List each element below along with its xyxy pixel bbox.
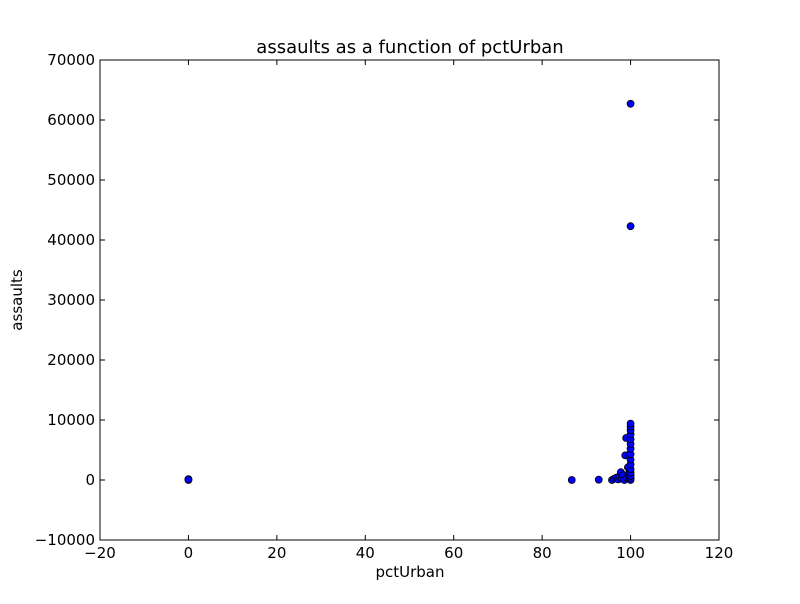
- y-tick-label: 60000: [47, 111, 95, 129]
- y-tick-label: 40000: [47, 231, 95, 249]
- x-tick-label: 80: [533, 544, 552, 562]
- y-tick-label: 10000: [47, 411, 95, 429]
- plot-area: [99, 59, 720, 541]
- x-axis-label: pctUrban: [375, 563, 444, 581]
- axis-ticks: −20 0 20 40 60 80 100 120 −10000 0 10000 20000 30000…: [35, 51, 734, 562]
- data-point: [594, 475, 603, 484]
- y-tick-label: 70000: [47, 51, 95, 69]
- x-tick-label: 20: [267, 544, 286, 562]
- y-tick-label: −10000: [35, 531, 95, 549]
- data-points: [184, 99, 635, 484]
- y-axis-label: assaults: [8, 269, 26, 331]
- chart-title: assaults as a function of pctUrban: [256, 37, 563, 58]
- y-tick-label: 20000: [47, 351, 95, 369]
- data-point: [626, 99, 635, 108]
- y-tick-label: 50000: [47, 171, 95, 189]
- y-tick-label: 0: [85, 471, 95, 489]
- y-tick-label: 30000: [47, 291, 95, 309]
- x-tick-label: 60: [444, 544, 463, 562]
- data-point: [626, 419, 635, 428]
- data-point: [184, 475, 193, 484]
- x-tick-label: 40: [356, 544, 375, 562]
- x-tick-label: 120: [705, 544, 734, 562]
- data-point: [567, 476, 576, 484]
- data-point: [626, 222, 635, 231]
- x-tick-label: −20: [84, 544, 116, 562]
- x-tick-label: 100: [616, 544, 645, 562]
- x-tick-label: 0: [184, 544, 194, 562]
